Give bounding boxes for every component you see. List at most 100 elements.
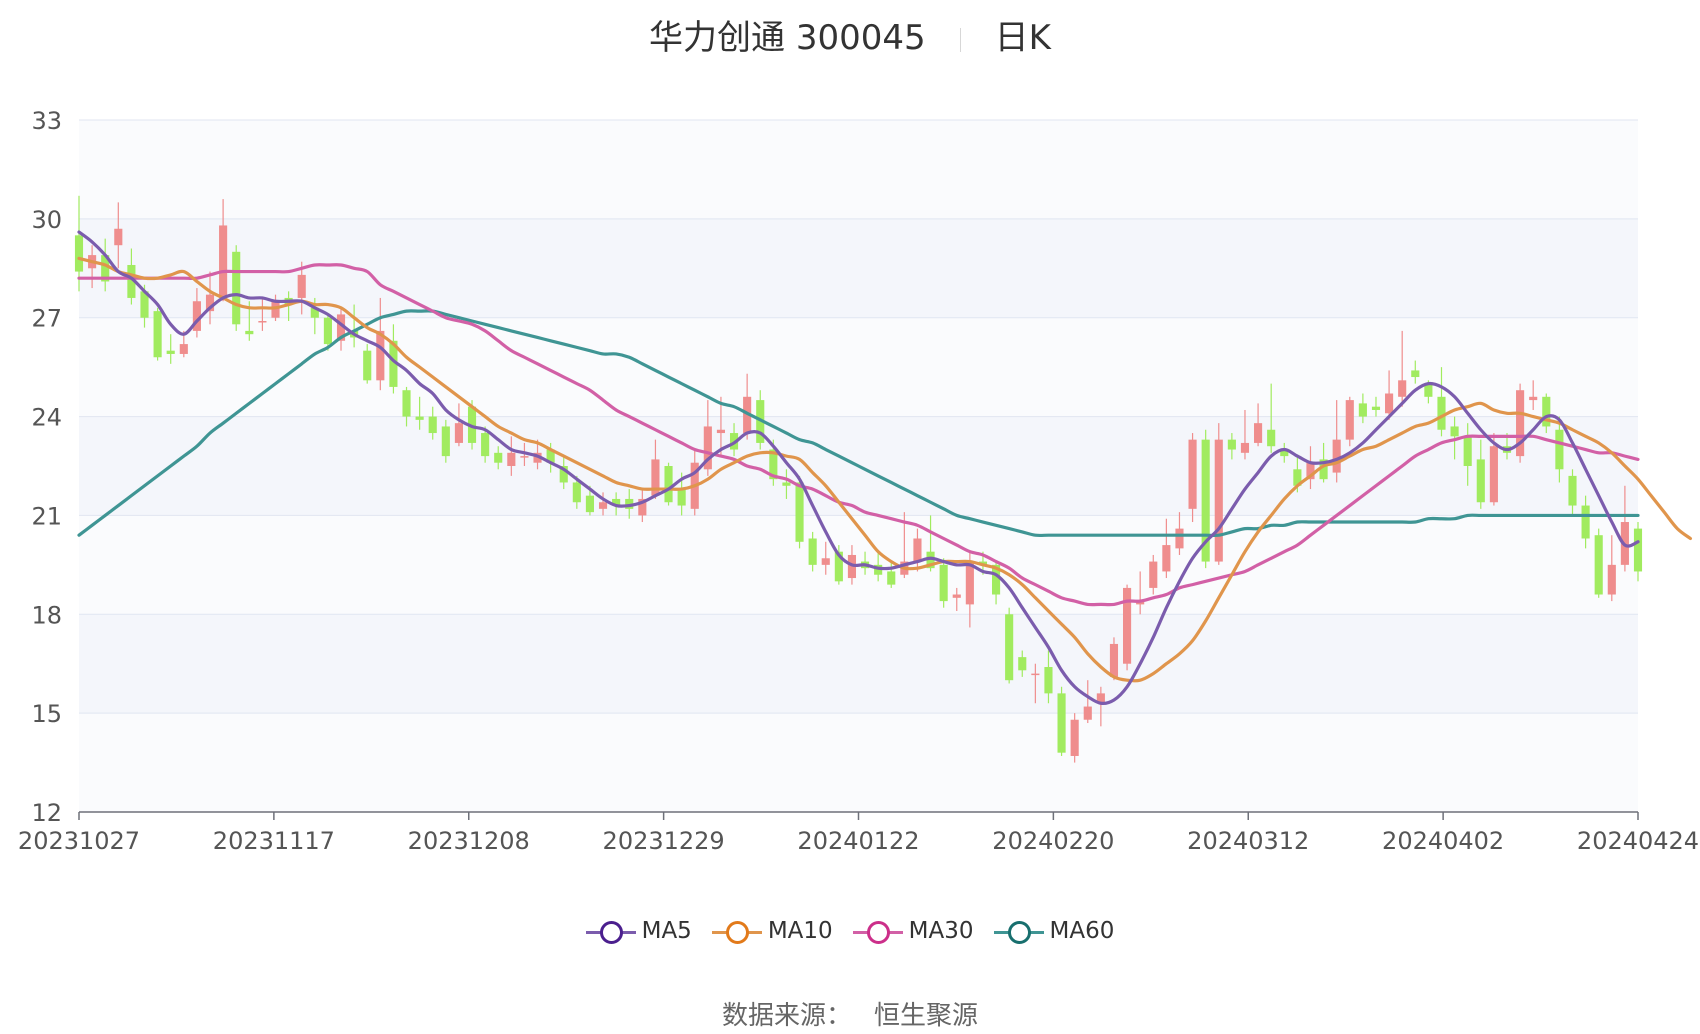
candle-body [402, 390, 411, 417]
candle-body [939, 564, 948, 602]
legend-marker-icon [711, 920, 762, 944]
title-separator [959, 27, 961, 52]
candle-body [140, 291, 149, 318]
candle-body [481, 433, 490, 457]
candle-body [127, 264, 136, 298]
candle-body [114, 228, 123, 246]
period-label: 日K [994, 18, 1051, 58]
candle-body [612, 498, 621, 506]
legend-item-ma10[interactable]: MA10 [711, 918, 833, 944]
candle-body [192, 301, 201, 331]
candle-body [1581, 505, 1590, 539]
x-tick-label: 20240312 [1187, 827, 1309, 855]
candle-body [677, 489, 686, 506]
candle-body [1463, 436, 1472, 466]
plot-band [79, 713, 1638, 812]
legend: MA5 MA10 MA30 MA60 [0, 918, 1700, 944]
y-tick-label: 18 [31, 601, 62, 629]
ma10-line [77, 256, 1692, 683]
candle-body [1044, 667, 1053, 694]
x-tick-label: 20240402 [1382, 827, 1504, 855]
candle-body [1358, 403, 1367, 417]
candle-body [965, 561, 974, 605]
legend-item-ma30[interactable]: MA30 [852, 918, 974, 944]
legend-marker-icon [852, 920, 903, 944]
y-tick-label: 12 [31, 799, 62, 827]
candle-body [1529, 396, 1538, 401]
candle-body [1201, 439, 1210, 562]
candle-body [887, 571, 896, 585]
legend-label: MA60 [1049, 918, 1115, 944]
candle-body [1005, 614, 1014, 681]
candle-body [441, 426, 450, 457]
candle-body [1083, 706, 1092, 720]
candle-body [1254, 423, 1263, 443]
candle-body [991, 564, 1001, 595]
candle-body [179, 344, 188, 354]
candle-body [625, 498, 634, 509]
candle-body [1267, 429, 1276, 447]
y-tick-label: 30 [31, 206, 62, 234]
candle-body [1437, 396, 1446, 430]
candle-body [808, 538, 817, 565]
candle-body [1542, 396, 1551, 427]
candle-body [913, 538, 922, 562]
x-tick-label: 20231027 [18, 827, 140, 855]
candle-body [1031, 673, 1040, 676]
candle-body [703, 426, 712, 470]
candle-body [454, 423, 463, 443]
candle-body [769, 449, 778, 480]
chart-title: 华力创通 300045 日K [0, 10, 1700, 59]
candle-body [1096, 693, 1105, 704]
candle-body [572, 482, 581, 503]
candle-body [166, 350, 175, 354]
candle-body [336, 314, 346, 341]
candle-body [1489, 446, 1498, 503]
candle-body [1607, 564, 1616, 595]
candle-body [389, 340, 398, 387]
candle-body [1240, 442, 1250, 453]
candle-body [1319, 459, 1328, 480]
candlestick-chart: 12 15 18 21 24 27 30 33 20231027 20231117 20231208… [18, 107, 1699, 855]
candle-body [874, 564, 883, 575]
candle-body [494, 452, 503, 463]
candle-body [1109, 643, 1119, 677]
candle-body [1633, 528, 1643, 572]
legend-item-ma5[interactable]: MA5 [585, 918, 692, 944]
candle-body [323, 317, 332, 345]
y-tick-label: 27 [31, 305, 62, 333]
candle-body [1070, 719, 1079, 756]
candle-body [1188, 439, 1197, 509]
candle-body [585, 495, 594, 513]
candle-body [546, 449, 555, 463]
candle-body [1476, 459, 1485, 503]
candle-body [1057, 693, 1066, 753]
candle-body [1293, 469, 1302, 486]
candle-body [1568, 475, 1577, 506]
candle-body [1411, 370, 1420, 378]
x-tick-label: 20231208 [408, 827, 530, 855]
legend-marker-icon [993, 920, 1044, 944]
legend-label: MA10 [767, 918, 833, 944]
candle-body [245, 330, 254, 335]
candle-body [1175, 528, 1184, 549]
candle-body [1332, 439, 1341, 473]
candle-body [1280, 449, 1289, 457]
ma5-line [77, 230, 1640, 705]
candle-body [1424, 383, 1433, 397]
candle-body [795, 482, 804, 542]
candle-body [1227, 439, 1236, 450]
legend-marker-icon [585, 920, 636, 944]
y-tick-label: 33 [31, 107, 62, 135]
x-tick-label: 20231229 [603, 827, 725, 855]
candle-body [1594, 535, 1603, 595]
source-label: 数据来源： [721, 1001, 852, 1031]
candle-body [638, 498, 647, 516]
legend-item-ma60[interactable]: MA60 [993, 918, 1115, 944]
candle-body [232, 251, 241, 325]
candle-body [1214, 439, 1223, 562]
plot-band [79, 120, 1638, 219]
candle-body [271, 301, 280, 318]
data-source: 数据来源： 恒生聚源 [0, 995, 1700, 1032]
candle-body [559, 466, 568, 483]
